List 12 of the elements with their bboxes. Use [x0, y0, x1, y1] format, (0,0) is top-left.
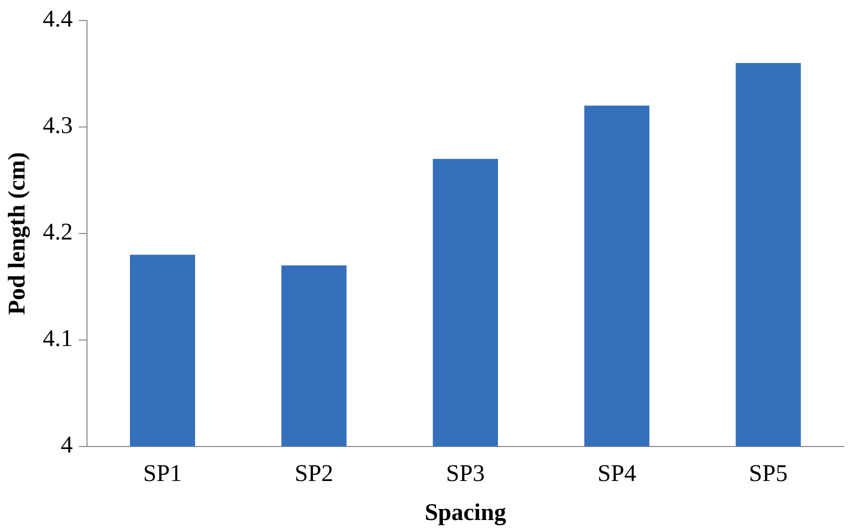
y-tick-label: 4	[60, 432, 73, 459]
x-tick-label: SP4	[597, 461, 636, 488]
x-axis-title: Spacing	[424, 500, 506, 526]
y-tick-label: 4.1	[42, 326, 73, 352]
y-tick-label: 4.2	[42, 220, 73, 246]
x-tick-label: SP2	[294, 461, 334, 488]
y-axis-title: Pod length (cm)	[4, 152, 31, 315]
x-tick-label: SP1	[143, 461, 182, 488]
x-tick-label: SP3	[446, 461, 485, 488]
y-tick-label: 4.4	[42, 6, 73, 33]
x-tick-label: SP5	[748, 461, 788, 488]
y-tick-label: 4.3	[42, 113, 73, 140]
